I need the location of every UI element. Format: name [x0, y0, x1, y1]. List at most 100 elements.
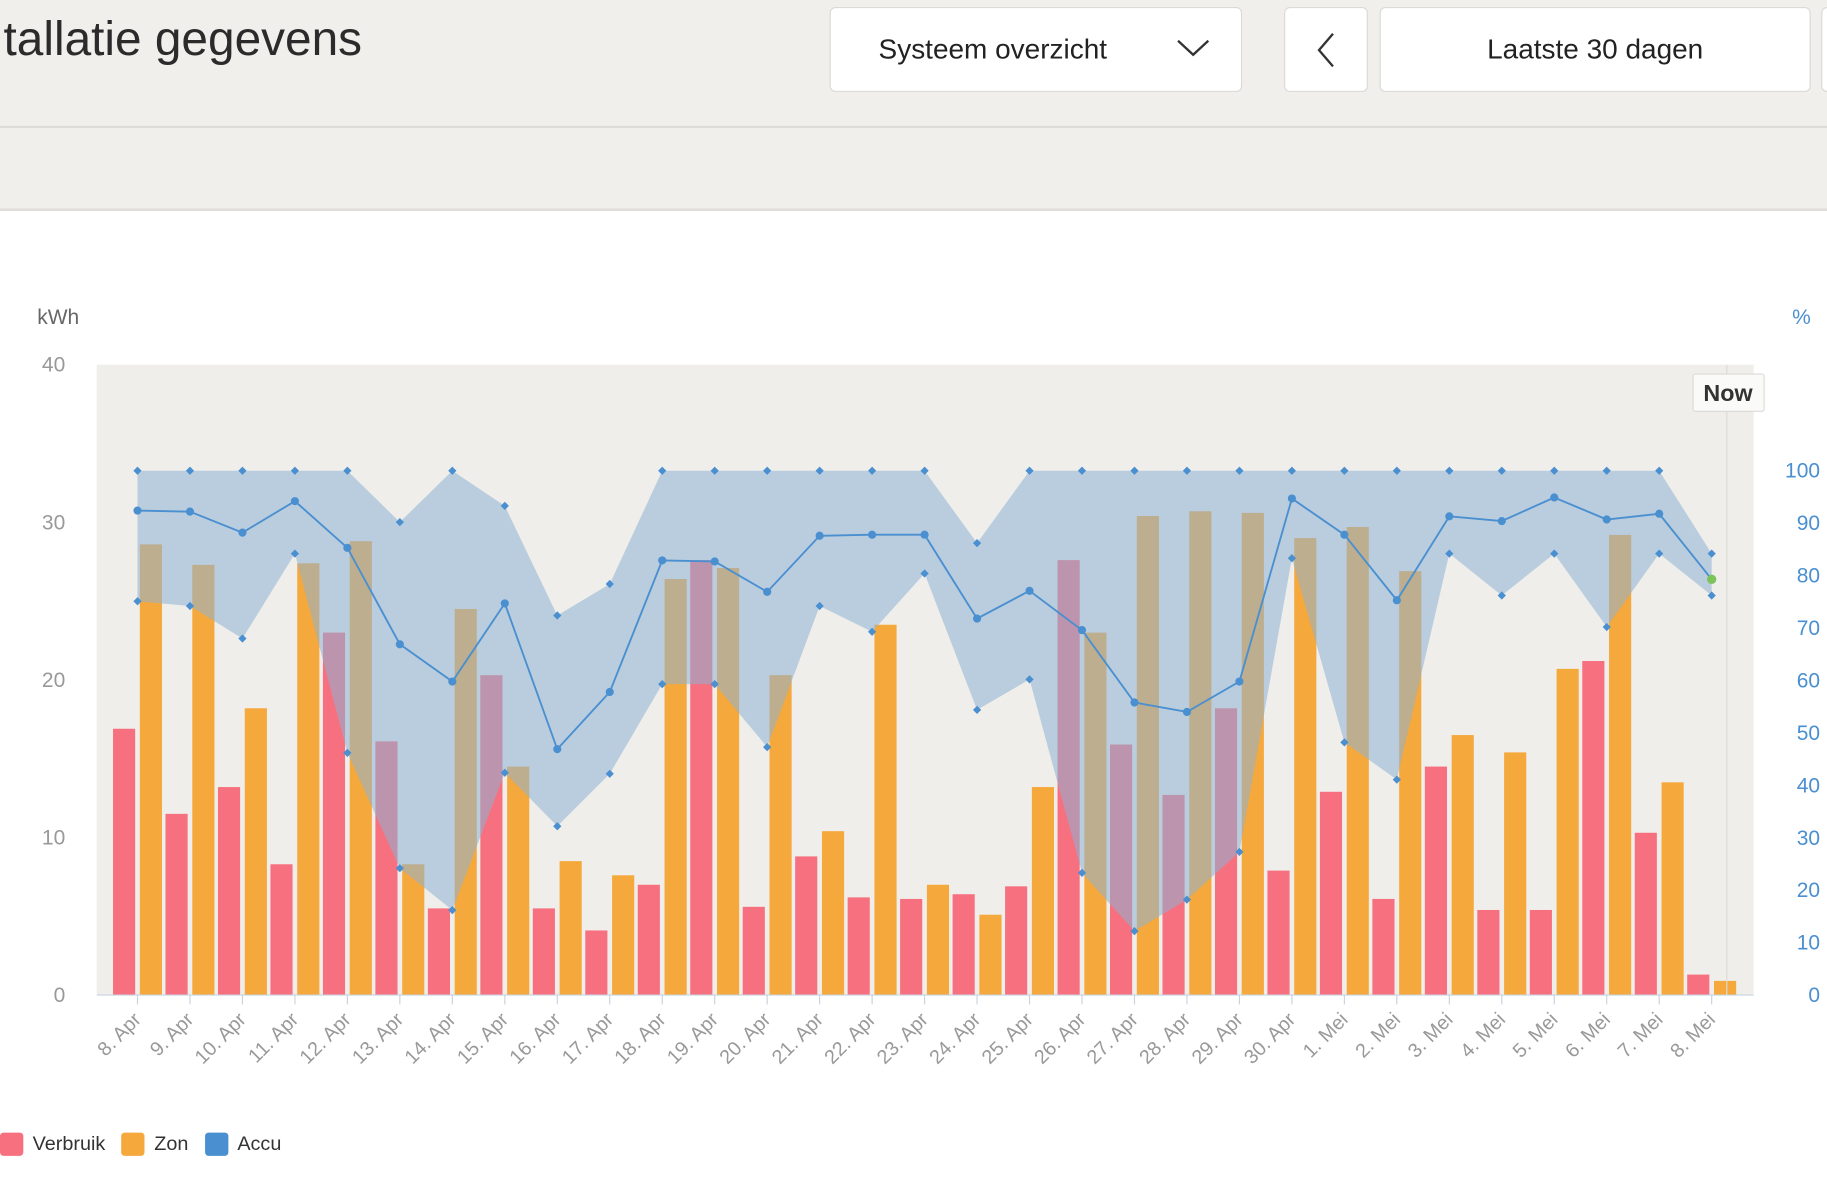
- bar-zon: [192, 564, 215, 996]
- right-tick-label: 30: [1797, 827, 1820, 850]
- accu-point: [1392, 596, 1401, 605]
- accu-point: [868, 530, 877, 539]
- accu-max-marker: [133, 466, 142, 475]
- view-select[interactable]: Systeem overzicht: [829, 6, 1243, 93]
- bar-verbruik: [427, 908, 451, 996]
- accu-min-marker: [710, 680, 719, 689]
- chevron-left-icon: [1317, 32, 1334, 67]
- accu-min-marker: [185, 601, 195, 611]
- date-range-select[interactable]: Laatste 30 dagen: [1379, 6, 1811, 93]
- bar-verbruik: [1005, 886, 1028, 996]
- accu-min-marker: [763, 742, 772, 752]
- toolbar-band: [0, 128, 1827, 211]
- x-tick-label: 3. Mei: [1404, 1009, 1458, 1063]
- bar-verbruik: [1687, 974, 1710, 996]
- legend-swatch: [121, 1132, 145, 1156]
- bar-zon: [402, 864, 425, 996]
- right-tick-label: 90: [1797, 512, 1820, 535]
- right-tick-label: 10: [1797, 932, 1820, 955]
- x-tick-label: 7. Mei: [1614, 1009, 1668, 1063]
- x-tick-label: 29. Apr: [1188, 1008, 1248, 1068]
- accu-point: [500, 599, 509, 608]
- bar-verbruik: [1634, 832, 1657, 996]
- left-tick-label: 40: [42, 354, 65, 377]
- accu-point: [1340, 530, 1349, 539]
- x-tick-label: 6. Mei: [1561, 1009, 1615, 1063]
- left-axis-label: kWh: [37, 306, 79, 329]
- accu-point: [710, 557, 719, 566]
- now-label-text: Now: [1703, 380, 1753, 406]
- accu-point: [343, 543, 352, 552]
- right-tick-label: 60: [1797, 669, 1820, 692]
- legend-label: Zon: [154, 1132, 189, 1155]
- accu-point: [448, 677, 457, 686]
- accu-min-marker: [605, 769, 614, 778]
- accu-max-marker: [972, 538, 982, 548]
- accu-point: [1077, 626, 1087, 635]
- bar-zon: [507, 766, 530, 996]
- accu-min-marker: [238, 634, 247, 643]
- bar-verbruik: [795, 856, 818, 996]
- legend-item-verbruik[interactable]: Verbruik: [0, 1132, 105, 1156]
- bar-verbruik: [270, 864, 293, 996]
- accu-point: [1182, 707, 1192, 717]
- accu-point: [1602, 515, 1611, 524]
- x-tick-label: 24. Apr: [925, 1008, 985, 1068]
- x-tick-label: 12. Apr: [296, 1008, 356, 1068]
- legend-swatch: [0, 1132, 24, 1156]
- x-tick-label: 26. Apr: [1030, 1008, 1090, 1068]
- left-tick-label: 20: [42, 669, 65, 692]
- accu-max-marker: [710, 466, 719, 475]
- x-tick-label: 5. Mei: [1509, 1009, 1563, 1063]
- accu-max-marker: [763, 466, 772, 475]
- bar-zon: [1714, 980, 1737, 996]
- accu-max-marker: [553, 611, 562, 620]
- accu-max-marker: [185, 466, 195, 475]
- accu-max-marker: [395, 518, 404, 527]
- bar-zon: [926, 884, 950, 996]
- legend-item-zon[interactable]: Zon: [121, 1132, 189, 1156]
- x-tick-label: 13. Apr: [348, 1008, 408, 1068]
- accu-max-marker: [448, 466, 457, 475]
- view-select-value: Systeem overzicht: [878, 33, 1108, 65]
- accu-point: [553, 745, 562, 754]
- bar-zon: [979, 914, 1002, 996]
- x-tick-label: 1. Mei: [1299, 1009, 1353, 1063]
- accu-max-marker: [343, 466, 352, 475]
- legend-item-accu[interactable]: Accu: [204, 1132, 281, 1156]
- bar-verbruik: [952, 894, 975, 996]
- accu-max-marker: [605, 579, 614, 589]
- accu-min-marker: [972, 705, 982, 714]
- accu-min-marker: [343, 748, 352, 757]
- accu-max-marker: [238, 466, 247, 475]
- accu-current-point: [1707, 574, 1717, 584]
- bar-zon: [1031, 787, 1055, 996]
- left-tick-label: 30: [42, 511, 65, 534]
- accu-min-marker: [133, 597, 142, 606]
- right-tick-label: 70: [1797, 617, 1820, 640]
- accu-point: [1445, 512, 1454, 521]
- bar-zon: [1609, 534, 1632, 996]
- accu-min-marker: [658, 680, 667, 689]
- accu-point: [290, 497, 299, 506]
- previous-period-button[interactable]: [1284, 6, 1368, 93]
- bar-zon: [1451, 735, 1474, 996]
- now-label: Now: [1692, 373, 1765, 412]
- bar-zon: [297, 563, 320, 996]
- bar-verbruik: [847, 897, 870, 996]
- bar-verbruik: [1319, 791, 1343, 996]
- x-tick-label: 20. Apr: [715, 1008, 775, 1068]
- bar-zon: [612, 875, 635, 996]
- bar-verbruik: [1372, 898, 1395, 996]
- bar-zon: [244, 708, 267, 996]
- chevron-down-icon: [1177, 39, 1210, 57]
- bar-verbruik: [217, 787, 241, 996]
- accu-min-marker: [448, 906, 457, 915]
- next-button-partial[interactable]: [1821, 6, 1827, 93]
- bar-zon: [1661, 782, 1684, 996]
- accu-point: [1130, 698, 1139, 707]
- x-tick-label: 2. Mei: [1351, 1009, 1405, 1063]
- accu-min-marker: [920, 569, 929, 578]
- right-axis-label: %: [1792, 306, 1811, 329]
